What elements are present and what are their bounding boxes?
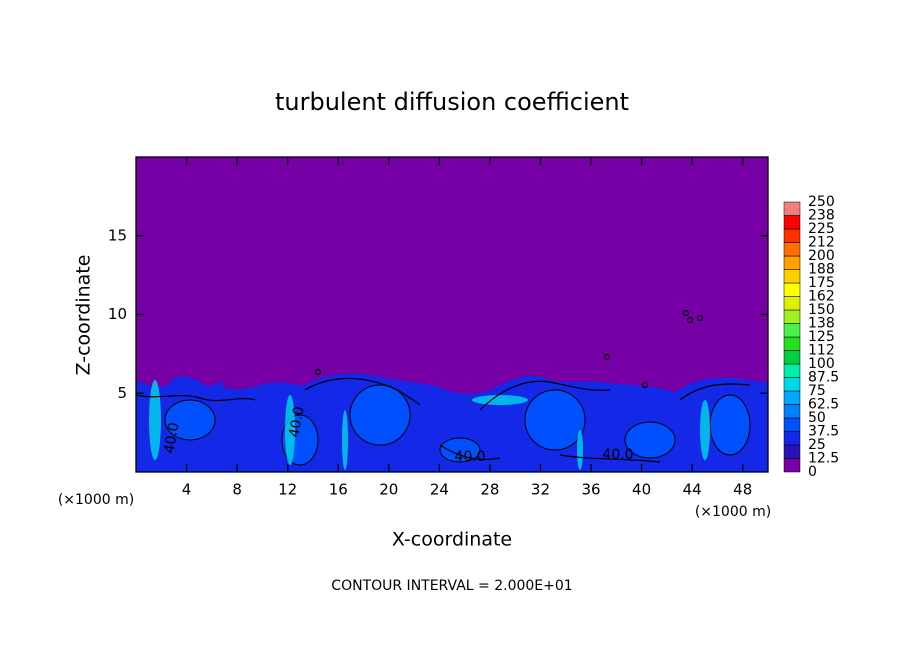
field-core — [524, 389, 586, 451]
contour-spot — [314, 368, 322, 376]
field-core — [439, 437, 481, 463]
field-streak — [285, 395, 295, 465]
colorbar-label: 50 — [808, 410, 826, 426]
y-tick-label: 15 — [108, 226, 127, 244]
field-core — [164, 399, 216, 441]
contour-spot — [641, 381, 649, 389]
contour-spot — [686, 316, 694, 324]
x-tick-label: 24 — [430, 481, 449, 499]
colorbar-swatch — [783, 255, 801, 270]
contour-spot — [603, 353, 611, 361]
x-tick-label: 4 — [182, 481, 192, 499]
y-tick-label: 5 — [117, 384, 127, 402]
colorbar-swatch — [783, 215, 801, 230]
colorbar-swatch — [783, 296, 801, 311]
colorbar-swatch — [783, 336, 801, 351]
contour-label: 40.0 — [286, 405, 307, 438]
contour-spot — [696, 314, 704, 322]
colorbar-label: 225 — [808, 221, 835, 237]
field-streak — [700, 400, 710, 460]
x-tick-label: 36 — [581, 481, 600, 499]
colorbar-label: 100 — [808, 356, 835, 372]
colorbar-label: 138 — [808, 316, 835, 332]
y-axis-label: Z-coordinate — [73, 255, 95, 376]
colorbar-swatch — [783, 363, 801, 378]
colorbar-label: 125 — [808, 329, 835, 345]
x-unit-label: (×1000 m) — [58, 492, 134, 508]
x-tick-label: 28 — [480, 481, 499, 499]
colorbar-label: 188 — [808, 262, 835, 278]
colorbar-swatch — [783, 309, 801, 324]
field-core — [624, 421, 676, 459]
footer-note: CONTOUR INTERVAL = 2.000E+01 — [331, 578, 572, 594]
colorbar-label: 200 — [808, 248, 835, 264]
colorbar-label: 162 — [808, 289, 835, 305]
x-tick-label: 16 — [329, 481, 348, 499]
colorbar-swatch — [783, 390, 801, 405]
colorbar-swatch — [783, 404, 801, 419]
colorbar-label: 175 — [808, 275, 835, 291]
x-tick-label: 8 — [232, 481, 242, 499]
y-unit-label: (×1000 m) — [695, 504, 771, 520]
colorbar-swatch — [783, 377, 801, 392]
colorbar-swatch — [783, 458, 801, 473]
colorbar-label: 62.5 — [808, 397, 839, 413]
contour-field — [135, 157, 768, 472]
x-tick-label: 32 — [531, 481, 550, 499]
colorbar-swatch — [783, 431, 801, 446]
colorbar-label: 250 — [808, 194, 835, 210]
x-tick-label: 20 — [379, 481, 398, 499]
contour-label: 40.0 — [161, 421, 182, 454]
colorbar-swatch — [783, 444, 801, 459]
x-axis-label: X-coordinate — [392, 529, 512, 551]
field-streak — [342, 410, 348, 470]
colorbar-label: 87.5 — [808, 370, 839, 386]
x-tick-label: 48 — [733, 481, 752, 499]
colorbar-swatch — [783, 228, 801, 243]
colorbar-swatch — [783, 417, 801, 432]
colorbar-label: 112 — [808, 343, 835, 359]
colorbar-swatch — [783, 282, 801, 297]
contour-label: 40.0 — [602, 447, 633, 463]
colorbar-label: 238 — [808, 208, 835, 224]
x-tick-label: 44 — [683, 481, 702, 499]
colorbar-label: 37.5 — [808, 424, 839, 440]
x-tick-label: 12 — [278, 481, 297, 499]
field-streak — [149, 380, 161, 460]
contour-line — [135, 377, 751, 463]
colorbar-label: 25 — [808, 437, 826, 453]
colorbar-label: 150 — [808, 302, 835, 318]
colorbar-label: 0 — [808, 464, 817, 480]
contour-label: 40.0 — [454, 449, 485, 465]
x-tick-label: 40 — [632, 481, 651, 499]
colorbar-label: 212 — [808, 235, 835, 251]
field-core — [349, 384, 411, 446]
field-streak — [577, 430, 583, 470]
colorbar-swatch — [783, 201, 801, 216]
chart-title: turbulent diffusion coefficient — [275, 88, 629, 116]
colorbar-label: 12.5 — [808, 451, 839, 467]
colorbar-swatch — [783, 269, 801, 284]
colorbar-label: 75 — [808, 383, 826, 399]
y-tick-label: 10 — [108, 305, 127, 323]
contour-spot — [682, 309, 690, 317]
colorbar-swatch — [783, 323, 801, 338]
field-core — [709, 394, 751, 456]
colorbar-swatch — [783, 350, 801, 365]
field-streak — [472, 395, 528, 405]
colorbar-swatch — [783, 242, 801, 257]
